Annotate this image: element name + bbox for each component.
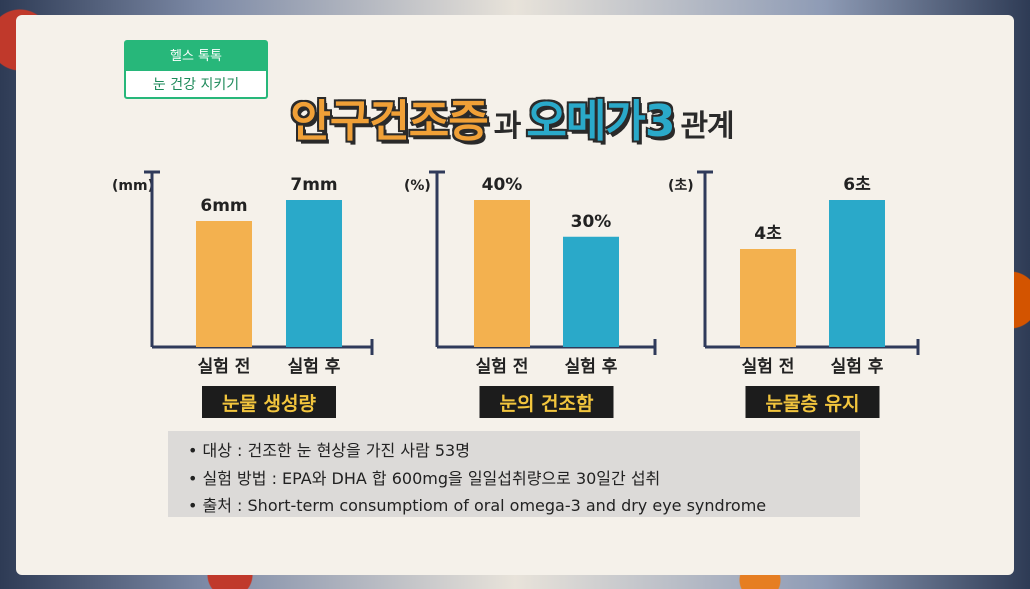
caption-bg-1 <box>479 386 614 418</box>
unit-label-0: (mm) <box>112 178 154 194</box>
study-info-box: • 대상 : 건조한 눈 현상을 가진 사람 53명 • 실험 방법 : EPA… <box>168 431 860 517</box>
bar-2-0 <box>740 249 796 347</box>
info-method: • 실험 방법 : EPA와 DHA 합 600mg을 일일섭취량으로 30일간… <box>188 469 661 488</box>
tag-show-name: 헬스 톡톡 <box>124 40 268 69</box>
data-label-0-1: 7mm <box>290 175 337 195</box>
bar-1-1 <box>563 236 619 347</box>
bar-0-1 <box>286 200 342 347</box>
category-label-2-0: 실험 전 <box>742 356 795 377</box>
data-label-2-0: 4초 <box>754 224 782 244</box>
caption-1: 눈의 건조함 <box>499 393 594 415</box>
headline-dry-eye: 안구건조증 <box>290 96 488 147</box>
segment-tag: 헬스 톡톡 눈 건강 지키기 <box>124 40 268 99</box>
unit-label-2: (초) <box>668 178 694 194</box>
caption-0: 눈물 생성량 <box>222 393 317 415</box>
category-label-1-0: 실험 전 <box>476 356 529 377</box>
data-label-1-0: 40% <box>482 175 523 195</box>
caption-bg-2 <box>745 386 880 418</box>
info-subjects: • 대상 : 건조한 눈 현상을 가진 사람 53명 <box>188 441 470 460</box>
data-label-0-0: 6mm <box>200 196 247 216</box>
headline-omega3: 오메가3 <box>526 96 675 147</box>
bar-1-0 <box>474 200 530 347</box>
category-label-1-1: 실험 후 <box>565 356 618 377</box>
headline-connector: 과 <box>493 109 522 144</box>
data-label-1-1: 30% <box>571 212 612 232</box>
unit-label-1: (%) <box>404 178 431 194</box>
caption-2: 눈물층 유지 <box>765 393 859 415</box>
headline-relation: 관계 <box>680 109 734 144</box>
category-label-2-1: 실험 후 <box>831 356 884 377</box>
caption-bg-0 <box>202 386 336 418</box>
category-label-0-1: 실험 후 <box>288 356 341 377</box>
bar-0-0 <box>196 221 252 347</box>
bar-2-1 <box>829 200 885 347</box>
info-source: • 출처 : Short-term consumptiom of oral om… <box>188 496 767 515</box>
headline: 안구건조증 과 오메가3 관계 <box>0 85 1030 149</box>
data-label-2-1: 6초 <box>843 175 871 195</box>
tag-topic: 눈 건강 지키기 <box>124 69 268 99</box>
category-label-0-0: 실험 전 <box>198 356 251 377</box>
